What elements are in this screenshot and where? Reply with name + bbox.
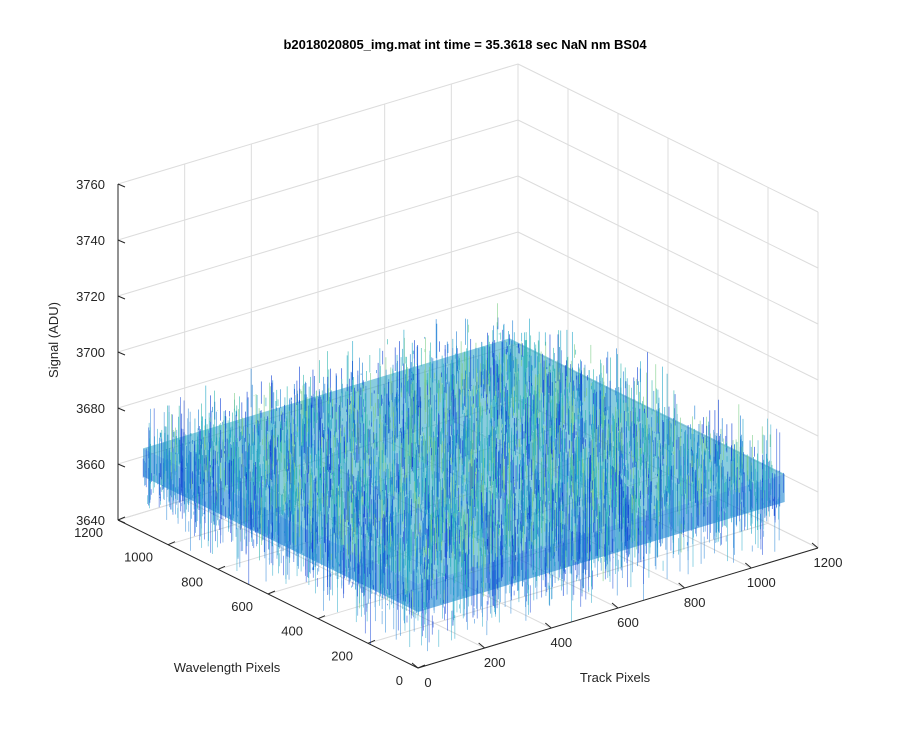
surface-mesh [142, 303, 785, 652]
grid-line [117, 63, 519, 185]
grid-line [517, 63, 819, 213]
grid-line [517, 287, 819, 437]
grid-line [517, 119, 819, 269]
grid-line [117, 175, 519, 297]
grid-line [117, 287, 519, 409]
grid-line [517, 231, 819, 381]
grid-line [117, 119, 519, 241]
grid-line [517, 175, 819, 325]
grid-line [117, 231, 519, 353]
